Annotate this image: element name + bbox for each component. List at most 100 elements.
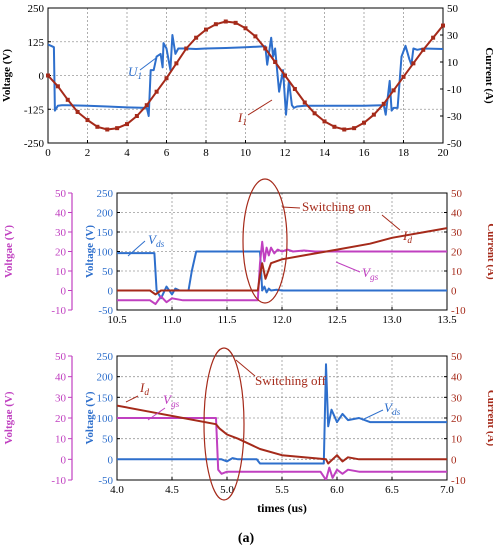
- x-tick-label: 14: [319, 147, 331, 159]
- outer-left-tick-label: 20: [55, 247, 67, 259]
- x-tick-label: 12: [280, 147, 291, 159]
- series-marker-i1: [105, 127, 110, 132]
- right-tick-label: 30: [451, 227, 463, 239]
- series-line-vgs: [117, 240, 447, 306]
- right-tick-label: 40: [451, 372, 463, 384]
- right-axis-label: Current (A): [485, 390, 493, 447]
- x-tick-label: 7.0: [440, 484, 454, 496]
- series-marker-i1: [312, 111, 317, 116]
- series-marker-i1: [184, 46, 189, 51]
- series-marker-i1: [134, 114, 139, 118]
- series-marker-i1: [263, 46, 268, 51]
- series-marker-i1: [243, 26, 248, 31]
- series-line-id: [117, 404, 447, 465]
- outer-left-tick-label: 10: [55, 266, 67, 278]
- x-tick-label: 18: [398, 147, 410, 159]
- x-tick-label: 16: [359, 147, 371, 159]
- series-label-vds: Vds: [148, 232, 165, 250]
- x-tick-label: 11.0: [163, 314, 182, 326]
- series-marker-i1: [223, 19, 228, 24]
- series-marker-i1: [174, 61, 179, 66]
- x-tick-label: 2: [85, 147, 91, 159]
- series-label-leader-i1: [247, 99, 273, 116]
- switching-off-label: Switching off: [255, 373, 327, 388]
- x-tick-label: 12.0: [272, 314, 292, 326]
- series-label-leader-vds: [127, 240, 146, 257]
- right-tick-label: 10: [451, 266, 463, 278]
- series-marker-i1: [233, 20, 238, 25]
- left-tick-label: 250: [28, 3, 45, 15]
- left-axis-label: Voltage (V): [84, 391, 96, 444]
- outer-left-tick-label: 0: [61, 454, 67, 466]
- switching-on-label: Switching on: [302, 199, 371, 214]
- right-tick-label: 50: [447, 3, 459, 15]
- left-tick-label: 100: [97, 413, 114, 425]
- outer-left-tick-label: 0: [61, 286, 67, 298]
- series-marker-i1: [213, 22, 218, 27]
- x-tick-label: 13.0: [382, 314, 402, 326]
- right-axis-label: Current (A): [483, 47, 493, 104]
- right-tick-label: -10: [451, 305, 466, 317]
- left-tick-label: 0: [39, 71, 45, 83]
- x-tick-label: 5.0: [220, 484, 234, 496]
- series-marker-i1: [421, 47, 426, 52]
- outer-left-tick-label: 30: [55, 227, 67, 239]
- x-tick-label: 0: [45, 147, 51, 159]
- series-line-vds: [117, 363, 447, 465]
- series-line-vgs: [117, 417, 447, 480]
- x-axis-label: times (us): [257, 501, 307, 515]
- outer-left-tick-label: -10: [51, 305, 66, 317]
- series-marker-i1: [411, 61, 416, 66]
- series-label-vgs: Vgs: [362, 265, 379, 283]
- outer-left-tick-label: 50: [55, 188, 67, 200]
- x-tick-label: 10: [240, 147, 252, 159]
- left-tick-label: 150: [97, 227, 114, 239]
- series-label-leader-vgs: [147, 407, 166, 421]
- series-label-u1: U1: [128, 64, 142, 82]
- series-marker-i1: [85, 118, 90, 123]
- x-tick-label: 6.0: [330, 484, 344, 496]
- figure-label: (a): [238, 531, 255, 546]
- x-tick-label: 5.5: [275, 484, 289, 496]
- right-tick-label: -50: [447, 138, 462, 150]
- series-marker-i1: [292, 87, 297, 91]
- left-axis-label: Voltage (V): [1, 49, 13, 102]
- x-tick-label: 12.5: [327, 314, 347, 326]
- series-marker-i1: [391, 88, 396, 93]
- series-marker-i1: [144, 103, 149, 108]
- left-axis-label: Voltage (V): [84, 225, 96, 278]
- left-tick-label: 50: [102, 434, 114, 446]
- switching-on-leader: [281, 206, 301, 209]
- right-tick-label: 0: [451, 286, 457, 298]
- series-marker-i1: [401, 74, 406, 79]
- outer-left-tick-label: 20: [55, 413, 67, 425]
- panel-switching-on-chart: 10.5 11.0 11.5 12.0 12.5 13.0 13.5-50050100150…: [3, 178, 493, 326]
- left-tick-label: 150: [97, 392, 114, 404]
- left-tick-label: -125: [24, 104, 45, 116]
- right-tick-label: 50: [451, 188, 463, 200]
- series-marker-i1: [431, 35, 436, 40]
- series-marker-i1: [154, 89, 159, 94]
- outer-left-tick-label: 50: [55, 351, 67, 363]
- series-marker-i1: [302, 100, 307, 105]
- right-tick-label: 50: [451, 351, 463, 363]
- left-tick-label: -50: [98, 475, 113, 487]
- series-marker-i1: [253, 34, 258, 39]
- series-marker-i1: [75, 109, 80, 114]
- right-tick-label: 30: [447, 30, 459, 42]
- left-tick-label: 125: [28, 37, 45, 49]
- series-marker-i1: [322, 119, 327, 124]
- series-label-leader-id: [125, 395, 139, 403]
- series-label-i1: I1: [237, 110, 247, 128]
- left-tick-label: 50: [102, 266, 114, 278]
- x-tick-label: 10.5: [107, 314, 127, 326]
- series-line-vds: [117, 250, 447, 300]
- right-tick-label: -10: [447, 84, 462, 96]
- series-label-leader-id: [381, 214, 401, 231]
- x-tick-label: 8: [203, 147, 209, 159]
- right-tick-label: 20: [451, 247, 463, 259]
- series-label-vds: Vds: [384, 400, 401, 418]
- outer-left-tick-label: 40: [55, 208, 67, 220]
- outer-left-axis-label: Voltgae (V): [3, 391, 15, 444]
